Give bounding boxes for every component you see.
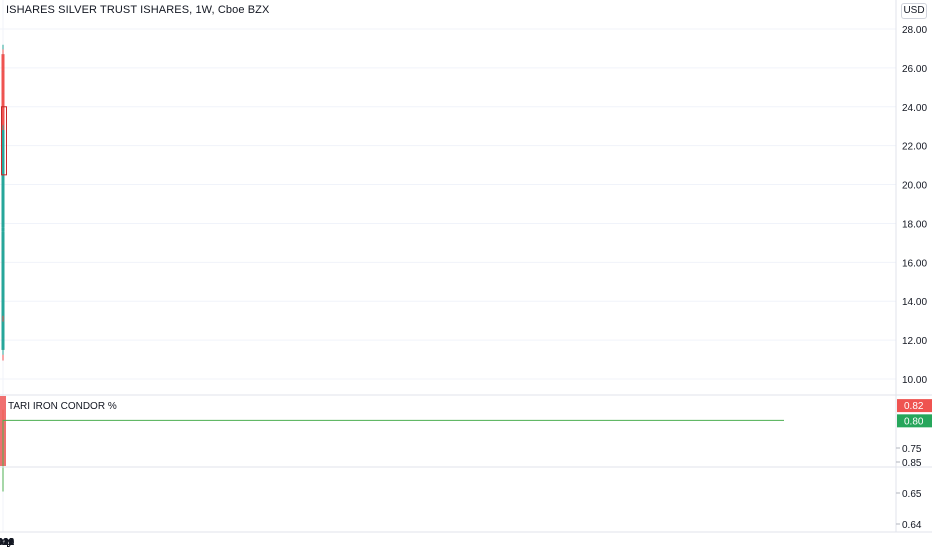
price-tick-label: 16.00 [902,258,927,269]
chart-title: ISHARES SILVER TRUST ISHARES, 1W, Cboe B… [6,4,269,16]
upper-value-text: 0.82 [904,401,924,412]
indicator-tick-label: 0.75 [902,444,922,455]
price-tick-label: 18.00 [902,219,927,230]
price-tick-label: 20.00 [902,181,927,192]
price-tick-label: 28.00 [902,25,927,36]
lower-value-text: 0.80 [904,416,924,427]
price-tick-label: 10.00 [902,375,927,386]
price-tick-label: 12.00 [902,336,927,347]
indicator-tick-label: 0.85 [902,458,922,469]
indicator-pane [0,396,784,491]
indicator-tick-label: 0.65 [902,489,922,500]
time-tick-label: May [0,537,12,548]
indicator-title: TARI IRON CONDOR % [8,401,117,412]
green-step-line [3,420,784,491]
price-tick-label: 22.00 [902,142,927,153]
currency-button[interactable]: USD [901,3,927,19]
price-tick-label: 14.00 [902,297,927,308]
price-tick-label: 24.00 [902,103,927,114]
price-tick-label: 26.00 [902,64,927,75]
candlestick-series [2,45,7,361]
indicator-tick-label: 0.64 [902,520,922,531]
